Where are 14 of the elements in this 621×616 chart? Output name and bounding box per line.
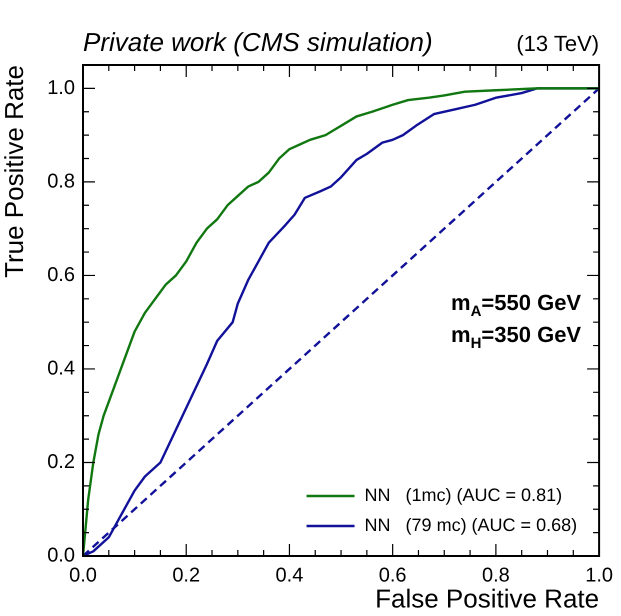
x-tick-label: 0.2: [172, 564, 200, 587]
y-tick-label: 0.4: [47, 357, 75, 380]
chart-title: Private work (CMS simulation): [83, 27, 433, 57]
legend-label: NN (1mc) (AUC = 0.81): [364, 484, 562, 505]
x-tick-label: 0.4: [276, 564, 304, 587]
legend-label: NN (79 mc) (AUC = 0.68): [364, 514, 578, 535]
chart-subtitle: (13 TeV): [516, 31, 600, 56]
x-tick-label: 0.0: [69, 564, 97, 587]
y-tick-label: 0.0: [47, 544, 75, 567]
y-tick-label: 0.6: [47, 264, 75, 286]
y-tick-label: 1.0: [47, 76, 75, 99]
y-tick-label: 0.2: [47, 450, 75, 473]
y-tick-label: 0.8: [47, 170, 75, 192]
y-axis-title: True Positive Rate: [0, 65, 29, 278]
